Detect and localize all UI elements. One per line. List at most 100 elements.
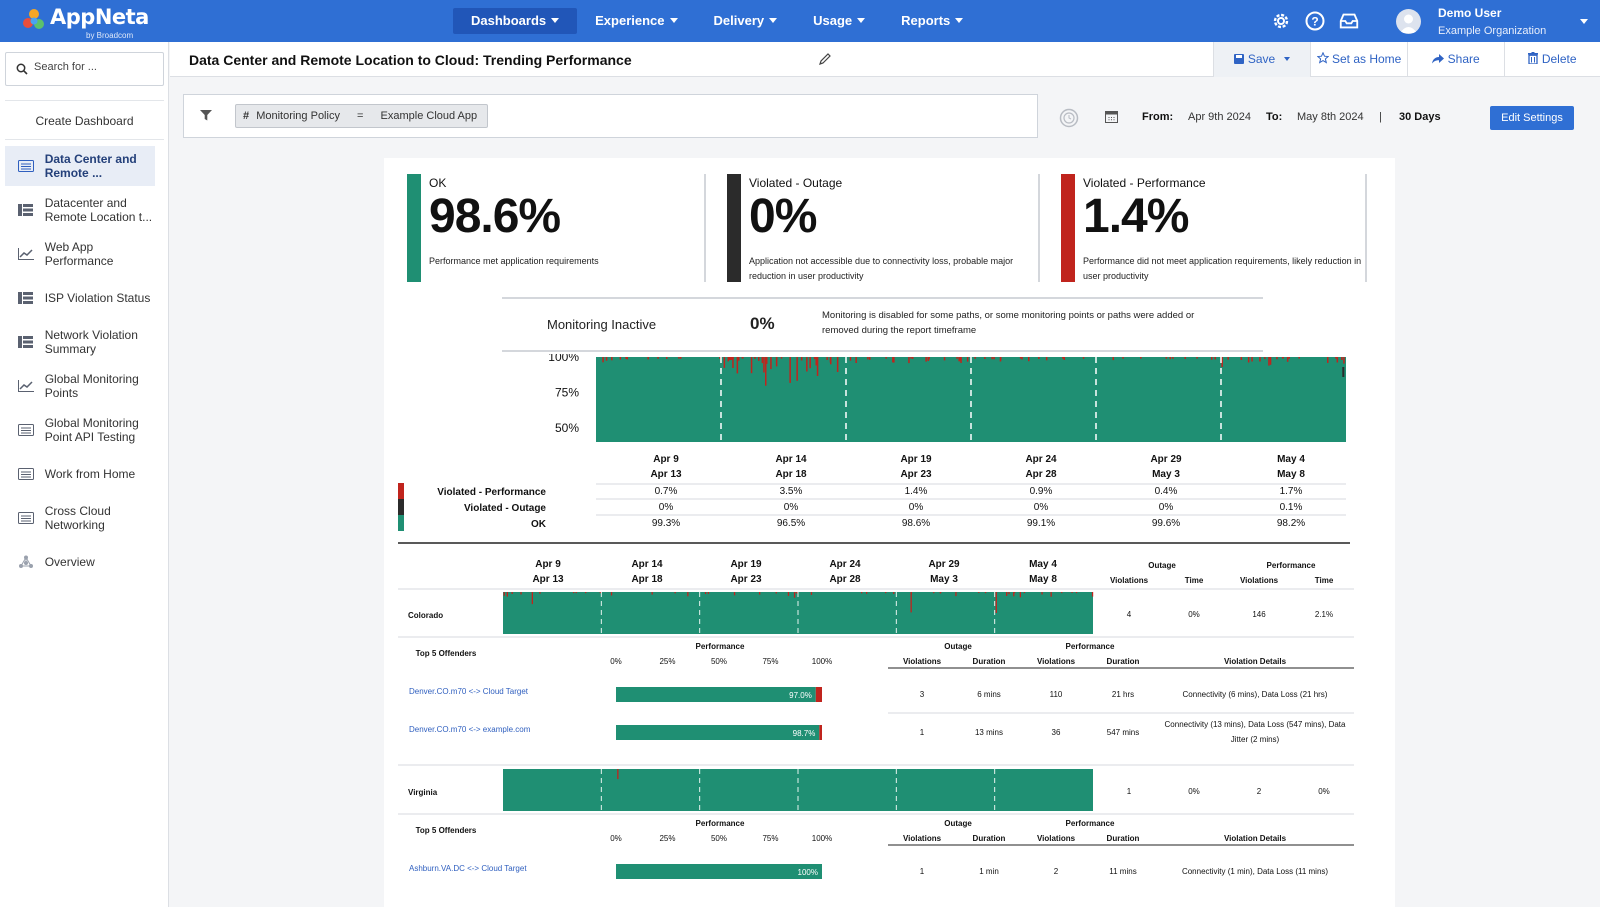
offender-path-link[interactable]: Denver.CO.m70 <-> Cloud Target (409, 687, 529, 696)
series-value: 99.1% (1027, 518, 1055, 529)
performance-violation-spike (1061, 592, 1063, 594)
offender-axis-tick: 75% (762, 834, 778, 843)
offender-path-link[interactable]: Ashburn.VA.DC <-> Cloud Target (409, 864, 527, 873)
filter-bar[interactable]: # Monitoring Policy = Example Cloud App (183, 94, 1038, 138)
sidebar-item-isp-violation-status[interactable]: ISP Violation Status (5, 278, 155, 318)
edit-pencil-icon[interactable] (819, 53, 831, 65)
offender-performance-value: 100% (798, 868, 818, 877)
performance-violation-spike (991, 357, 993, 360)
appneta-logo[interactable]: AppNeta by Broadcom (22, 5, 149, 40)
performance-violation-spike (666, 357, 668, 359)
sidebar-item-global-monitoring-points[interactable]: Global Monitoring Points (5, 366, 155, 406)
sidebar-item-overview[interactable]: Overview (5, 542, 155, 582)
share-button[interactable]: Share (1407, 42, 1504, 77)
help-icon[interactable]: ? (1304, 10, 1326, 32)
filter-chip[interactable]: # Monitoring Policy = Example Cloud App (235, 104, 488, 128)
edit-settings-button[interactable]: Edit Settings (1490, 106, 1574, 130)
offender-performance-duration: 11 mins (1109, 867, 1136, 876)
performance-violation-spike (912, 357, 914, 359)
performance-violation-spike (928, 357, 930, 360)
performance-violation-spike (761, 357, 763, 361)
performance-violation-spike (796, 357, 798, 381)
offender-performance-bar[interactable] (616, 864, 822, 879)
performance-violation-spike (1050, 592, 1052, 597)
period-start-label: May 4 (1277, 454, 1305, 465)
set-as-home-button[interactable]: Set as Home (1310, 42, 1407, 77)
series-value: 0% (659, 502, 674, 513)
history-clock-icon[interactable] (1059, 108, 1079, 128)
offender-axis-tick: 0% (610, 834, 622, 843)
performance-violation-spike (585, 592, 587, 594)
sidebar-item-work-from-home[interactable]: Work from Home (5, 454, 155, 494)
nav-experience[interactable]: Experience (577, 8, 695, 34)
save-button[interactable]: Save (1213, 42, 1310, 77)
performance-violation-spike (793, 592, 796, 598)
legend-swatch (398, 499, 404, 515)
performance-violation-spike (729, 357, 731, 360)
filter-funnel-icon[interactable] (200, 110, 212, 121)
offender-axis-tick: 50% (711, 657, 727, 666)
performance-violation-spike (1251, 357, 1253, 362)
nav-delivery[interactable]: Delivery (696, 8, 796, 34)
series-value: 1.4% (905, 486, 928, 497)
series-value: 0.9% (1030, 486, 1053, 497)
series-value: 0% (784, 502, 799, 513)
kpi-divider (704, 174, 706, 282)
offender-outage-header: Outage (944, 642, 972, 651)
series-value: 98.6% (902, 518, 930, 529)
performance-violation-spike (1091, 592, 1094, 597)
sidebar-item-cross-cloud-networking[interactable]: Cross Cloud Networking (5, 498, 155, 538)
top-icons: ? (1270, 10, 1360, 32)
performance-violation-spike (727, 357, 729, 362)
sidebar-item-network-violation-summary[interactable]: Network Violation Summary (5, 322, 155, 362)
nav-usage[interactable]: Usage (795, 8, 883, 34)
performance-violation-spike (678, 357, 680, 359)
delete-button[interactable]: Delete (1504, 42, 1600, 77)
performance-violation-spike (741, 357, 744, 359)
sidebar-item-label: Cross Cloud Networking (44, 504, 111, 532)
nav-dashboards[interactable]: Dashboards (453, 8, 578, 34)
chevron-down-icon (857, 18, 866, 23)
offender-axis-tick: 50% (711, 834, 727, 843)
nav-dashboards-label: Dashboards (471, 13, 547, 28)
settings-gear-icon[interactable] (1270, 10, 1292, 32)
from-date[interactable]: Apr 9th 2024 (1188, 111, 1251, 123)
time-header: Time (1185, 576, 1204, 585)
kpi-outage-description: Application not accessible due to connec… (749, 256, 1014, 281)
sidebar-item-global-monitoring-api[interactable]: Global Monitoring Point API Testing (5, 410, 155, 450)
violations-header: Violations (1240, 576, 1279, 585)
organization-name: Example Organization (1438, 25, 1547, 37)
create-dashboard-button[interactable]: Create Dashboard (5, 100, 164, 140)
user-avatar[interactable] (1396, 9, 1421, 34)
sidebar-item-data-center-remote[interactable]: Data Center and Remote ... (5, 146, 155, 186)
performance-violation-spike (978, 592, 980, 593)
user-menu-chevron-icon[interactable] (1580, 19, 1588, 24)
performance-violation-spike (943, 357, 946, 361)
report-canvas: OK 98.6% Performance met application req… (384, 158, 1395, 907)
performance-violation-spike (619, 357, 622, 360)
offender-performance-bar[interactable] (616, 725, 820, 740)
user-name[interactable]: Demo User (1438, 6, 1502, 20)
performance-violation-spike (657, 357, 659, 359)
performance-violation-spike (1008, 592, 1010, 595)
network-icon (17, 555, 35, 569)
sidebar-item-web-app-performance[interactable]: Web App Performance (5, 234, 155, 274)
offender-path-link[interactable]: Denver.CO.m70 <-> example.com (409, 725, 531, 734)
performance-violation-spike (910, 592, 912, 613)
offender-performance-bar[interactable] (616, 687, 816, 702)
kpi-performance-color-bar (1061, 174, 1075, 282)
offender-outage-duration: 6 mins (977, 690, 1001, 699)
inbox-icon[interactable] (1338, 10, 1360, 32)
dashboard-search[interactable] (5, 52, 164, 86)
to-date[interactable]: May 8th 2024 (1297, 111, 1364, 123)
to-label: To: (1266, 111, 1283, 123)
performance-violation-spike (531, 592, 533, 605)
calendar-icon[interactable] (1105, 110, 1118, 123)
nav-reports[interactable]: Reports (883, 8, 981, 34)
offender-performance-value: 97.0% (789, 691, 812, 700)
performance-violation-spike (893, 357, 895, 363)
search-input[interactable] (34, 61, 154, 73)
performance-violation-spike (611, 357, 613, 361)
sidebar-item-label: Overview (44, 555, 95, 569)
sidebar-item-datacenter-remote-location[interactable]: Datacenter and Remote Location t... (5, 190, 155, 230)
